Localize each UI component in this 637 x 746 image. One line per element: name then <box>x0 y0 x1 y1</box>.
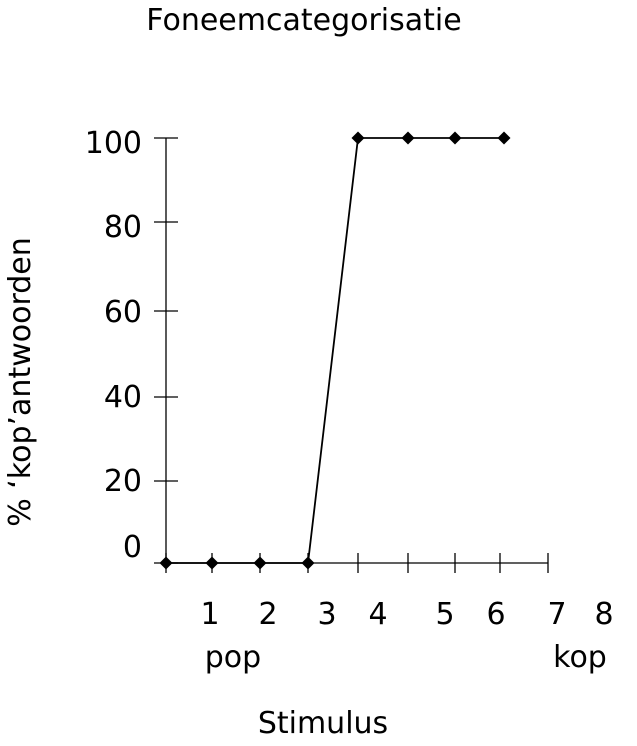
x-tick-label: 4 <box>368 597 387 632</box>
data-point-marker <box>205 556 219 570</box>
y-tick-label: 100 <box>85 126 142 161</box>
data-point-marker <box>497 131 511 145</box>
y-axis-label: % ‘kop’antwoorden <box>3 237 38 527</box>
y-tick-label: 40 <box>104 380 142 415</box>
y-tick-label: 20 <box>104 464 142 499</box>
y-tick-label: 80 <box>104 210 142 245</box>
x-tick-label: 6 <box>486 597 505 632</box>
series-layer <box>159 131 511 570</box>
chart-title: Foneemcategorisatie <box>146 3 461 38</box>
x-axis-label: Stimulus <box>258 706 388 741</box>
x-tick-label: 2 <box>258 597 277 632</box>
x-left-endpoint-label: pop <box>205 640 261 675</box>
data-point-marker <box>351 131 365 145</box>
data-point-marker <box>301 556 315 570</box>
x-tick-label: 8 <box>594 597 613 632</box>
y-tick-label: 0 <box>123 530 142 565</box>
x-tick-label: 5 <box>435 597 454 632</box>
y-tick-label: 60 <box>104 295 142 330</box>
data-point-marker <box>401 131 415 145</box>
x-tick-label: 1 <box>200 597 219 632</box>
x-tick-label: 7 <box>547 597 566 632</box>
x-right-endpoint-label: kop <box>553 640 607 675</box>
data-point-marker <box>253 556 267 570</box>
data-point-marker <box>448 131 462 145</box>
data-point-marker <box>159 556 173 570</box>
series-line <box>166 137 504 564</box>
y-ticks: 0 20 40 60 80 100 <box>85 126 178 565</box>
x-tick-label: 3 <box>317 597 336 632</box>
